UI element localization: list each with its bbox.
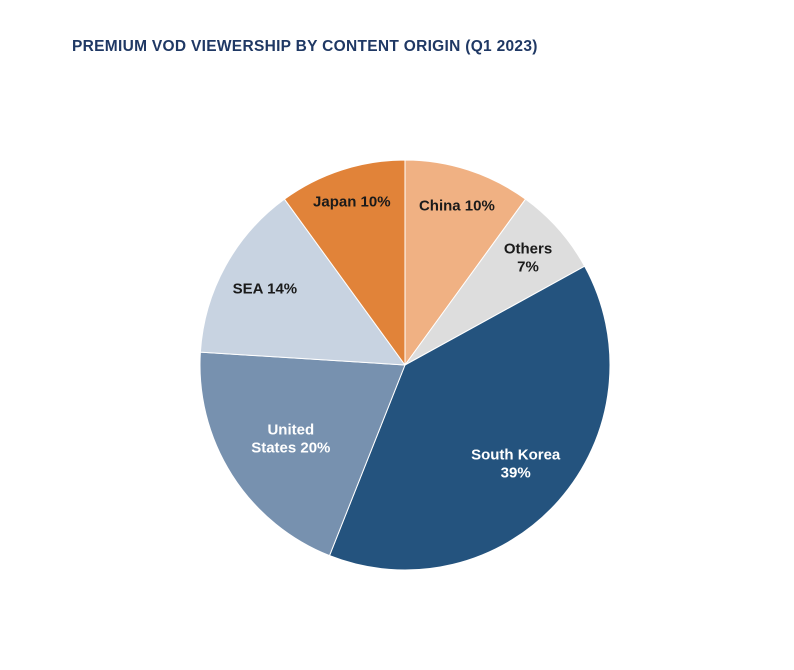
pie-label-china: China 10%	[419, 197, 495, 214]
pie-label-south-korea: South Korea 39%	[471, 447, 561, 482]
pie-label-sea: SEA 14%	[233, 280, 297, 297]
pie-label-united-states: United States 20%	[251, 422, 330, 457]
pie-slice-china	[404, 159, 526, 366]
pie-slice-japan	[284, 159, 406, 366]
pie-slice-sea	[199, 198, 406, 366]
pie-slice-united-states	[199, 351, 406, 557]
pie-slice-south-korea	[329, 265, 611, 571]
pie-label-others: Others 7%	[504, 241, 552, 276]
chart-title: PREMIUM VOD VIEWERSHIP BY CONTENT ORIGIN…	[72, 38, 538, 55]
pie-label-japan: Japan 10%	[313, 193, 391, 210]
